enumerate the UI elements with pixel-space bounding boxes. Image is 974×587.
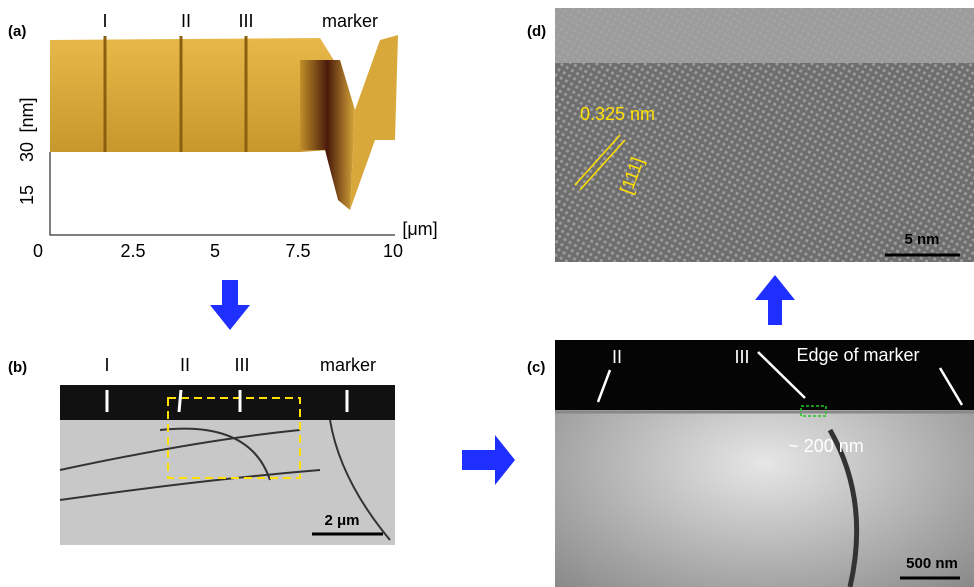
panel-c: (c) II III Edge of marker ~ 200 nm 500 n…	[527, 340, 974, 587]
label: 0.325 nm	[580, 104, 655, 124]
hrtem-top	[555, 8, 974, 63]
label: II	[181, 11, 191, 31]
scale-label: 500 nm	[906, 555, 958, 572]
roi	[800, 405, 827, 417]
panel-label: (a)	[8, 23, 26, 40]
label: III	[734, 347, 749, 367]
axes	[49, 152, 395, 236]
y-label: [nm]	[17, 97, 37, 132]
arrows	[596, 351, 964, 406]
panel-label: (d)	[527, 23, 546, 40]
afm-rim	[350, 35, 398, 210]
x-label: 7.5	[285, 241, 310, 261]
x-label: 10	[383, 241, 403, 261]
scale-label: 2 μm	[324, 512, 359, 529]
contours	[59, 419, 391, 541]
label: marker	[320, 355, 376, 375]
x-unit: [μm]	[402, 219, 437, 239]
label: II	[180, 355, 190, 375]
panel-label: (c)	[527, 359, 545, 376]
label: III	[234, 355, 249, 375]
label: Edge of marker	[796, 345, 919, 365]
panel-a: (a) I II III marker 30 [nm] 15 0 2.5 5 7…	[8, 11, 438, 261]
arrows	[105, 389, 349, 413]
afm-grooves	[103, 36, 248, 152]
scale-label: 5 nm	[904, 231, 939, 248]
label: II	[612, 347, 622, 367]
arrow-down	[210, 280, 250, 330]
label: III	[238, 11, 253, 31]
y-label: 15	[17, 185, 37, 205]
contour	[827, 428, 860, 587]
x-label: 0	[33, 241, 43, 261]
panel-label: (b)	[8, 359, 27, 376]
label: I	[104, 355, 109, 375]
label: marker	[322, 11, 378, 31]
x-label: 5	[210, 241, 220, 261]
label: I	[102, 11, 107, 31]
micrograph-top	[555, 340, 974, 410]
arrow-up	[755, 275, 795, 325]
arrow-right	[462, 435, 515, 485]
lattice-lines	[574, 134, 626, 191]
roi	[167, 397, 301, 479]
afm-marker	[300, 60, 355, 210]
afm-surface	[50, 38, 350, 200]
x-label: 2.5	[120, 241, 145, 261]
panel-d: (d) 0.325 nm [111] 5 nm	[527, 8, 974, 262]
label: ~ 200 nm	[788, 436, 864, 456]
y-label: 30	[17, 142, 37, 162]
panel-b: (b) I II III marker 2 μm	[8, 355, 395, 545]
micrograph-top	[60, 385, 395, 420]
